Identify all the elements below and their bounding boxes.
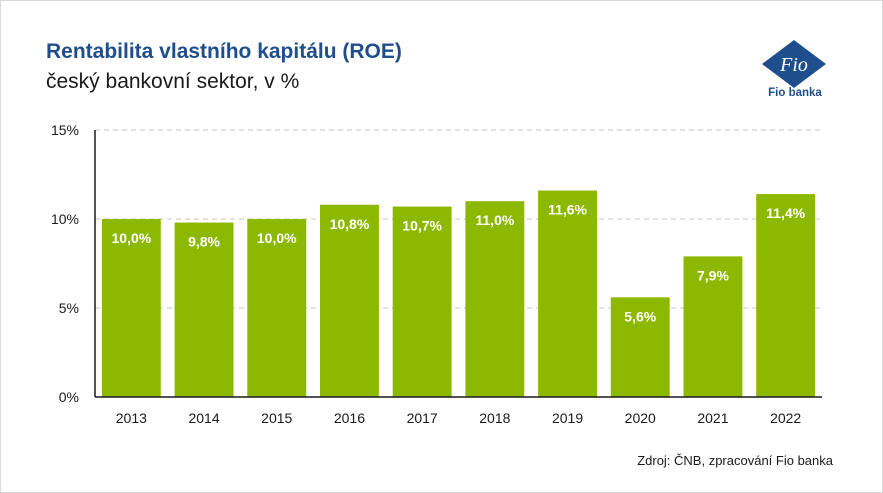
data-label: 9,8% — [188, 234, 220, 250]
bar — [465, 201, 525, 397]
chart-title: Rentabilita vlastního kapitálu (ROE) — [46, 40, 402, 63]
x-tick-label: 2014 — [188, 410, 219, 426]
data-label: 11,0% — [475, 212, 514, 228]
chart-subtitle: český bankovní sektor, v % — [46, 70, 300, 93]
bar — [610, 297, 670, 397]
y-tick-label: 10% — [51, 211, 79, 227]
data-label: 10,8% — [330, 216, 370, 232]
fio-logo-icon: Fio — [762, 40, 826, 88]
y-tick-label: 0% — [59, 389, 79, 405]
x-tick-label: 2013 — [116, 410, 147, 426]
data-label: 11,6% — [548, 202, 587, 218]
x-tick-label: 2016 — [334, 410, 365, 426]
logo-caption: Fio banka — [768, 87, 822, 99]
x-tick-label: 2018 — [479, 410, 510, 426]
bar — [392, 206, 452, 397]
data-label: 10,0% — [257, 230, 297, 246]
data-label: 5,6% — [624, 308, 656, 324]
x-tick-label: 2015 — [261, 410, 292, 426]
source-note: Zdroj: ČNB, zpracování Fio banka — [637, 453, 833, 468]
bar — [320, 204, 379, 397]
bar — [538, 190, 597, 397]
bar — [174, 222, 234, 397]
x-tick-label: 2017 — [407, 410, 438, 426]
y-tick-label: 5% — [59, 300, 79, 316]
bar — [247, 219, 307, 397]
data-label: 10,7% — [402, 218, 442, 234]
x-tick-label: 2021 — [697, 410, 728, 426]
bar — [756, 194, 816, 397]
x-tick-label: 2022 — [770, 410, 801, 426]
x-tick-label: 2020 — [625, 410, 656, 426]
bar — [101, 219, 161, 397]
data-label: 10,0% — [111, 230, 151, 246]
bar — [683, 256, 743, 397]
data-label: 11,4% — [766, 205, 805, 221]
logo-mark-text: Fio — [779, 54, 808, 76]
x-tick-label: 2019 — [552, 410, 583, 426]
data-label: 7,9% — [697, 267, 729, 283]
y-tick-label: 15% — [51, 122, 79, 138]
